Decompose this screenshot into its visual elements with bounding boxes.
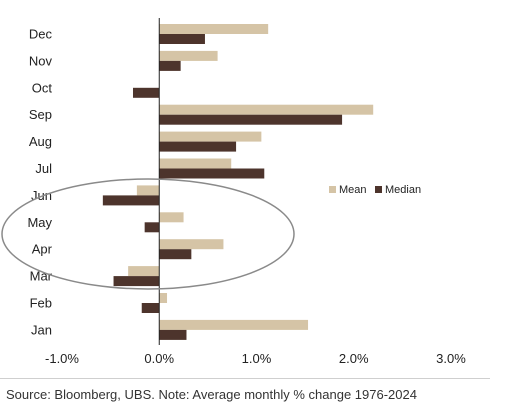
legend: Mean Median	[329, 184, 421, 196]
bar-median-may	[144, 222, 160, 233]
category-label-jun: Jun	[31, 188, 52, 203]
bar-mean-sep	[159, 104, 374, 115]
category-label-feb: Feb	[30, 296, 52, 311]
source-divider	[0, 378, 490, 379]
bar-median-nov	[159, 60, 181, 71]
category-label-nov: Nov	[29, 53, 53, 68]
bar-mean-aug	[159, 131, 262, 142]
category-label-jan: Jan	[31, 322, 52, 337]
bar-mean-may	[159, 212, 184, 223]
category-label-sep: Sep	[29, 107, 52, 122]
category-label-mar: Mar	[30, 269, 53, 284]
category-label-aug: Aug	[29, 134, 52, 149]
legend-swatch-mean	[329, 186, 336, 193]
bar-median-sep	[159, 114, 343, 125]
category-label-jul: Jul	[35, 161, 52, 176]
bar-mean-jul	[159, 158, 232, 169]
x-tick-label: -1.0%	[45, 351, 79, 366]
bar-median-feb	[141, 303, 160, 313]
category-label-apr: Apr	[32, 242, 53, 257]
bar-median-jan	[159, 329, 187, 340]
bar-mean-mar	[128, 266, 160, 277]
highlight-ellipse	[1, 178, 295, 290]
bar-median-mar	[113, 276, 160, 287]
bar-median-jul	[159, 168, 265, 179]
bar-median-apr	[159, 249, 192, 260]
x-tick-label: 1.0%	[242, 351, 272, 366]
bar-mean-dec	[159, 24, 269, 34]
category-labels: Dec Nov Oct Sep Aug Jul Jun May Apr Mar Feb Jan	[27, 27, 52, 338]
category-label-oct: Oct	[32, 80, 53, 95]
bars-layer	[102, 24, 374, 340]
bar-mean-nov	[159, 50, 218, 61]
bar-median-oct	[132, 87, 160, 98]
x-tick-labels: -1.0% 0.0% 1.0% 2.0% 3.0%	[45, 351, 466, 366]
category-label-may: May	[27, 215, 52, 230]
chart-canvas: Dec Nov Oct Sep Aug Jul Jun May Apr Mar Feb Jan -1.…	[1, 18, 466, 366]
bar-mean-feb	[159, 293, 168, 303]
bar-mean-jun	[136, 185, 160, 196]
bar-mean-jan	[159, 319, 309, 330]
legend-label-median: Median	[385, 184, 421, 196]
bar-median-dec	[159, 34, 205, 44]
legend-label-mean: Mean	[339, 184, 367, 196]
bar-mean-apr	[159, 239, 224, 250]
bar-median-aug	[159, 141, 237, 152]
x-tick-label: 0.0%	[144, 351, 174, 366]
source-note: Source: Bloomberg, UBS. Note: Average mo…	[6, 387, 417, 402]
legend-swatch-median	[375, 186, 382, 193]
x-tick-label: 3.0%	[436, 351, 466, 366]
bar-median-jun	[102, 195, 160, 206]
category-label-dec: Dec	[29, 27, 53, 42]
x-tick-label: 2.0%	[339, 351, 369, 366]
